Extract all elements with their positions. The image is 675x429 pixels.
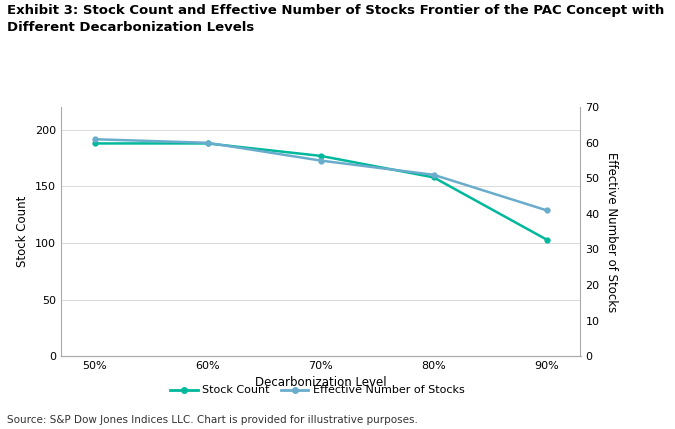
Y-axis label: Effective Number of Stocks: Effective Number of Stocks xyxy=(605,151,618,312)
Stock Count xyxy=(317,153,325,158)
Effective Number of Stocks xyxy=(204,140,212,145)
Effective Number of Stocks xyxy=(543,208,551,213)
Effective Number of Stocks xyxy=(90,137,99,142)
Line: Effective Number of Stocks: Effective Number of Stocks xyxy=(92,137,549,213)
Effective Number of Stocks xyxy=(429,172,437,177)
Text: Exhibit 3: Stock Count and Effective Number of Stocks Frontier of the PAC Concep: Exhibit 3: Stock Count and Effective Num… xyxy=(7,4,664,34)
Stock Count xyxy=(543,237,551,242)
X-axis label: Decarbonization Level: Decarbonization Level xyxy=(254,377,386,390)
Stock Count xyxy=(204,141,212,146)
Legend: Stock Count, Effective Number of Stocks: Stock Count, Effective Number of Stocks xyxy=(165,381,469,400)
Effective Number of Stocks xyxy=(317,158,325,163)
Stock Count xyxy=(429,175,437,180)
Stock Count xyxy=(90,141,99,146)
Text: Source: S&P Dow Jones Indices LLC. Chart is provided for illustrative purposes.: Source: S&P Dow Jones Indices LLC. Chart… xyxy=(7,415,418,425)
Line: Stock Count: Stock Count xyxy=(92,141,549,242)
Y-axis label: Stock Count: Stock Count xyxy=(16,196,29,267)
